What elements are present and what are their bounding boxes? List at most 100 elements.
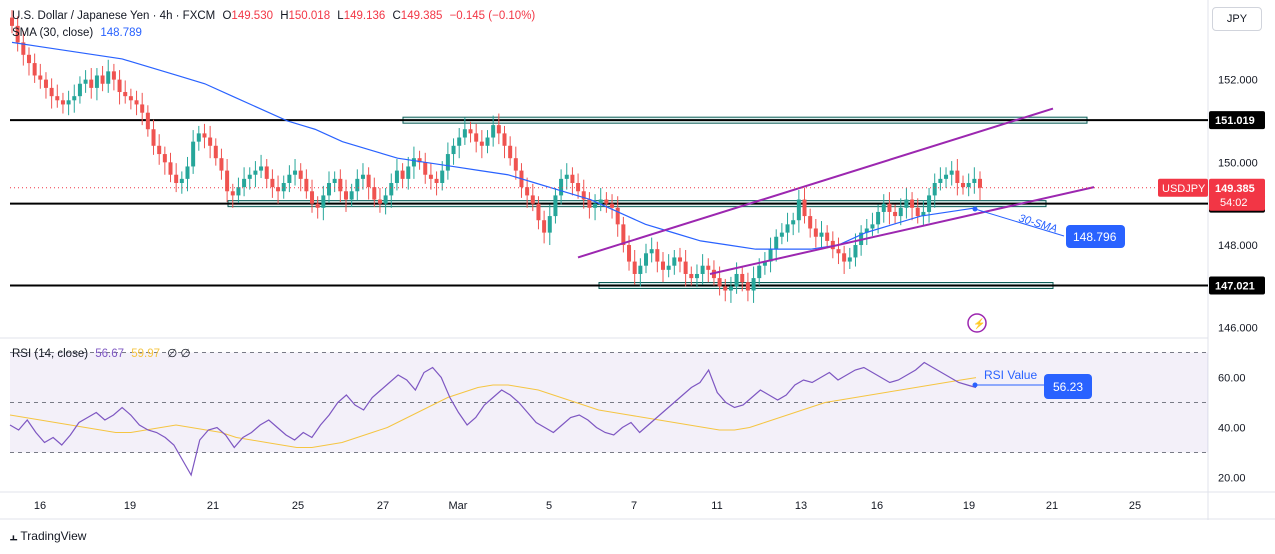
rsi-tick-label: 40.00 xyxy=(1218,423,1246,435)
tradingview-logo: ⫠ TradingView xyxy=(10,529,87,543)
candle-body xyxy=(213,145,218,159)
candle-body xyxy=(440,170,445,183)
candle-body xyxy=(411,158,416,167)
time-tick-label: 21 xyxy=(1046,500,1058,512)
candle-body xyxy=(128,96,133,101)
level-tag xyxy=(1209,111,1265,130)
candle-body xyxy=(43,79,48,88)
high-value: 150.018 xyxy=(288,10,331,22)
time-tick-label: 5 xyxy=(546,500,552,512)
price-tick-label: 150.000 xyxy=(1218,157,1258,169)
candle-body xyxy=(621,224,626,246)
candle-body xyxy=(230,191,235,196)
candle-body xyxy=(434,178,439,183)
candle-body xyxy=(779,232,784,237)
candle-body xyxy=(389,183,394,196)
time-tick-label: 19 xyxy=(124,500,136,512)
candle-body xyxy=(49,87,54,97)
candle-body xyxy=(491,125,496,138)
candle-body xyxy=(83,79,88,84)
candle-body xyxy=(208,137,213,146)
candle-body xyxy=(536,203,541,221)
time-tick-label: 7 xyxy=(631,500,637,512)
channel-upper-line xyxy=(577,107,1054,259)
candle-body xyxy=(666,265,671,270)
rsi-ma-value: 59.97 xyxy=(131,348,161,360)
candle-body xyxy=(513,158,518,171)
candle-body xyxy=(219,158,224,171)
candle-body xyxy=(225,170,230,192)
candle-body xyxy=(191,141,196,167)
candle-body xyxy=(938,178,943,183)
sma-legend: SMA (30, close) 148.789 xyxy=(12,27,146,39)
candle-body xyxy=(762,261,767,266)
level-tag xyxy=(1209,276,1265,295)
candle-body xyxy=(276,187,281,192)
time-tick-label: 25 xyxy=(1129,500,1141,512)
open-label: O xyxy=(222,10,232,22)
level-tag-text: 147.021 xyxy=(1215,281,1255,293)
candle-body xyxy=(332,178,337,183)
sma-label: SMA (30, close) xyxy=(12,27,94,39)
tradingview-logo-text: TradingView xyxy=(20,529,87,543)
candle-body xyxy=(151,129,156,146)
candle-body xyxy=(774,236,779,250)
candle-body xyxy=(383,195,388,204)
candle-body xyxy=(94,75,99,88)
candle-body xyxy=(904,199,909,208)
candle-body xyxy=(304,178,309,192)
candle-body xyxy=(910,199,915,208)
candle-body xyxy=(949,170,954,175)
candle-body xyxy=(706,265,711,270)
candle-body xyxy=(717,278,722,287)
candle-body xyxy=(627,245,632,262)
candle-body xyxy=(740,273,745,283)
candle-body xyxy=(553,195,558,217)
candle-body xyxy=(338,178,343,192)
candle-body xyxy=(281,183,286,192)
candle-body xyxy=(377,199,382,204)
candle-body xyxy=(689,273,694,279)
rsi-annotation-dot xyxy=(972,382,978,388)
candle-body xyxy=(111,71,116,80)
channel-lower-line xyxy=(709,186,1095,275)
candle-body xyxy=(123,92,128,97)
candle-body xyxy=(145,112,150,130)
candle-body xyxy=(870,224,875,229)
candle-body xyxy=(768,249,773,262)
candle-body xyxy=(745,282,750,291)
candle-body xyxy=(242,178,247,188)
candle-body xyxy=(355,178,360,192)
candle-body xyxy=(417,158,422,163)
currency-button[interactable]: JPY xyxy=(1212,7,1262,31)
candle-body xyxy=(847,257,852,262)
high-label: H xyxy=(280,10,289,22)
candle-body xyxy=(366,174,371,188)
candle-body xyxy=(932,183,937,196)
candle-body xyxy=(496,125,501,134)
candle-body xyxy=(604,199,609,204)
rsi-annotation-text: RSI Value xyxy=(984,368,1037,382)
candle-body xyxy=(876,211,881,225)
candle-body xyxy=(887,203,892,212)
candle-body xyxy=(587,199,592,208)
candle-body xyxy=(785,224,790,233)
candle-body xyxy=(757,265,762,279)
candle-body xyxy=(315,203,320,208)
candle-body xyxy=(196,133,201,142)
candle-body xyxy=(502,133,507,146)
candle-body xyxy=(106,71,111,84)
candle-body xyxy=(683,261,688,274)
candle-body xyxy=(321,195,326,208)
candle-body xyxy=(168,162,173,175)
candle-body xyxy=(310,191,315,204)
candle-body xyxy=(247,174,252,179)
candle-body xyxy=(819,232,824,237)
candle-body xyxy=(660,261,665,270)
rsi-value: 56.67 xyxy=(95,348,125,360)
candle-body xyxy=(253,170,258,175)
candle-body xyxy=(72,96,77,101)
lightning-icon xyxy=(967,313,987,333)
low-value: 149.136 xyxy=(343,10,386,22)
